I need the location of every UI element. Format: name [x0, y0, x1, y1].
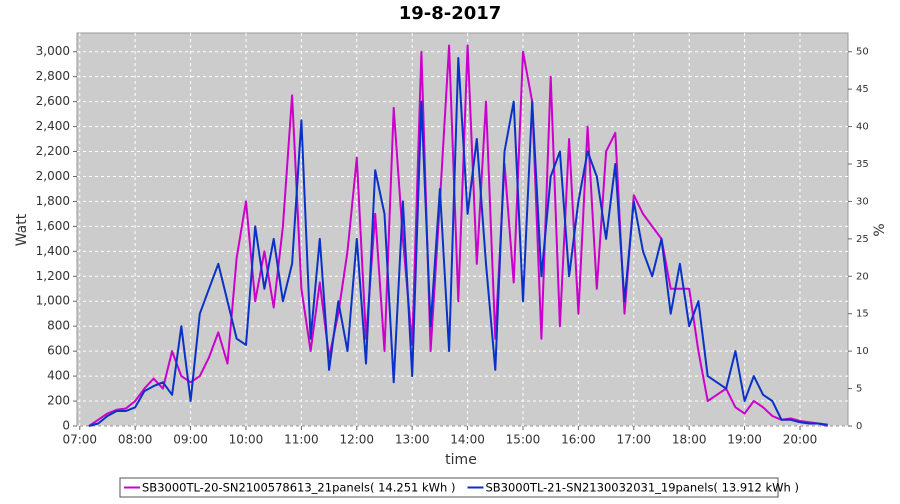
y-tick-label: 2,200	[36, 144, 70, 158]
plot-area	[76, 32, 849, 427]
y-axis-label: Watt	[14, 213, 30, 246]
y2-tick-label: 40	[856, 122, 869, 133]
y-tick-label: 3,000	[36, 44, 70, 58]
chart-title: 19-8-2017	[399, 3, 502, 24]
y2-tick-label: 10	[856, 346, 869, 357]
legend-label: SB3000TL-21-SN2130032031_19panels( 13.91…	[485, 481, 798, 495]
y-tick-label: 1,400	[36, 244, 70, 258]
x-tick-label: 15:00	[506, 433, 541, 447]
y-tick-label: 600	[47, 344, 70, 358]
x-tick-label: 17:00	[616, 433, 651, 447]
y2-tick-label: 15	[856, 309, 869, 320]
y2-tick-label: 5	[856, 384, 862, 395]
y2-axis-label: %	[872, 223, 888, 236]
legend-label: SB3000TL-20-SN2100578613_21panels( 14.25…	[142, 481, 455, 495]
y2-tick-label: 25	[856, 234, 869, 245]
y-tick-label: 400	[47, 369, 70, 383]
series-line	[88, 57, 828, 427]
y-tick-label: 2,000	[36, 169, 70, 183]
y-tick-label: 1,200	[36, 269, 70, 283]
y-tick-label: 2,400	[36, 119, 70, 133]
x-tick-label: 19:00	[727, 433, 762, 447]
x-tick-label: 07:00	[62, 433, 97, 447]
y-tick-label: 200	[47, 394, 70, 408]
x-tick-label: 10:00	[229, 433, 264, 447]
x-tick-label: 18:00	[672, 433, 707, 447]
y-tick-label: 2,800	[36, 69, 70, 83]
x-tick-label: 11:00	[284, 433, 319, 447]
y-tick-label: 1,000	[36, 294, 70, 308]
x-tick-label: 08:00	[118, 433, 153, 447]
y2-tick-label: 30	[856, 196, 869, 207]
series-line	[88, 44, 828, 427]
y2-tick-label: 35	[856, 159, 869, 170]
y-tick-label: 0	[62, 419, 70, 433]
y2-tick-label: 45	[856, 84, 869, 95]
x-tick-label: 13:00	[395, 433, 430, 447]
x-tick-label: 12:00	[339, 433, 374, 447]
x-axis-label: time	[445, 452, 477, 468]
legend	[119, 477, 779, 498]
y-tick-label: 1,600	[36, 219, 70, 233]
y2-tick-label: 50	[856, 47, 869, 58]
x-tick-label: 16:00	[561, 433, 596, 447]
y-tick-label: 800	[47, 319, 70, 333]
y-tick-label: 2,600	[36, 94, 70, 108]
y2-tick-label: 0	[856, 421, 862, 432]
x-tick-label: 09:00	[173, 433, 208, 447]
y-tick-label: 1,800	[36, 194, 70, 208]
y2-tick-label: 20	[856, 271, 869, 282]
x-tick-label: 20:00	[783, 433, 818, 447]
x-tick-label: 14:00	[450, 433, 485, 447]
